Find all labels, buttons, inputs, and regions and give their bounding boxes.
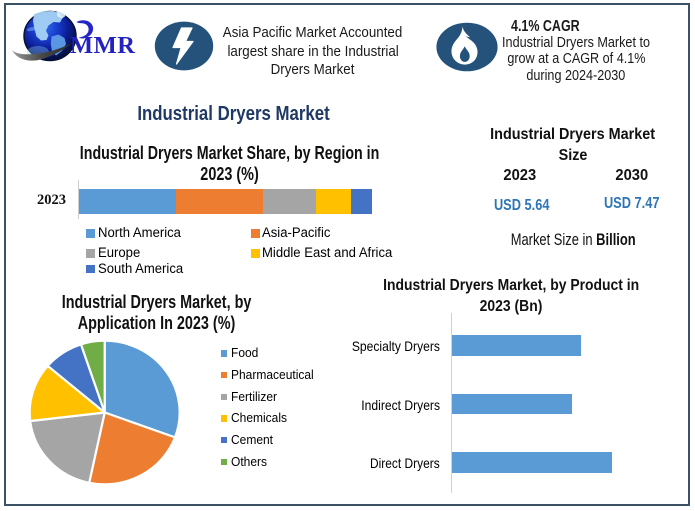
- svg-text:MMR: MMR: [70, 32, 135, 59]
